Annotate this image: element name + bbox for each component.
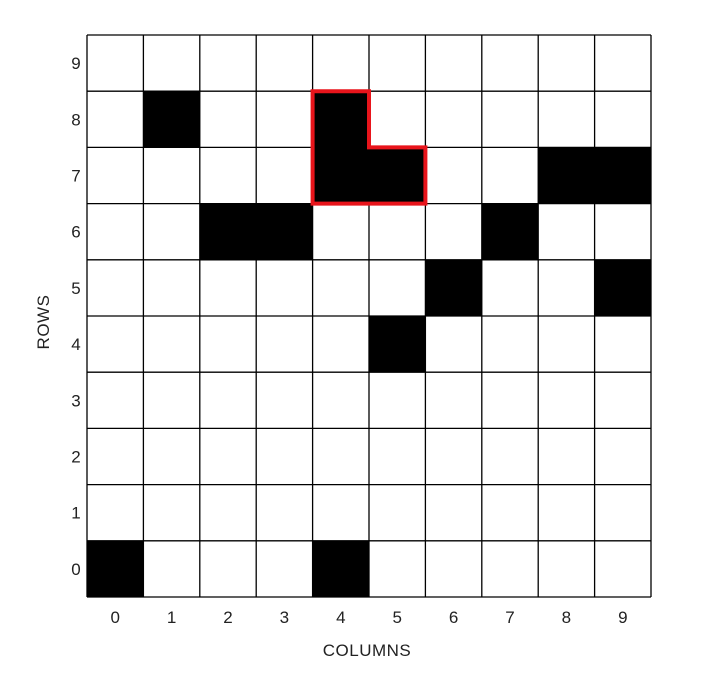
filled-cell-c0-r0 (87, 540, 144, 597)
filled-cell-c7-r6 (481, 203, 539, 260)
grid-lines (86, 34, 652, 598)
column-tick-label: 5 (392, 608, 401, 627)
column-tick-label: 4 (336, 608, 345, 627)
row-tick-label: 4 (71, 335, 80, 354)
column-tick-label: 3 (280, 608, 289, 627)
x-axis-title: COLUMNS (323, 641, 412, 660)
filled-cell-c4-r8 (312, 91, 369, 148)
filled-cell-c2-r6 (199, 203, 257, 260)
column-tick-label: 0 (110, 608, 119, 627)
filled-cell-c1-r8 (143, 91, 200, 148)
row-tick-label: 7 (71, 167, 80, 186)
filled-cell-c8-r7 (538, 147, 595, 204)
row-tick-label: 8 (71, 110, 80, 129)
column-tick-labels: 0 1 2 3 4 5 6 7 8 9 (110, 608, 627, 627)
filled-cell-c9-r7 (594, 147, 651, 204)
row-tick-label: 5 (71, 279, 80, 298)
column-tick-label: 9 (618, 608, 627, 627)
column-tick-label: 6 (449, 608, 458, 627)
column-tick-label: 7 (505, 608, 514, 627)
column-tick-label: 8 (562, 608, 571, 627)
filled-cell-c5-r7 (369, 147, 426, 204)
row-tick-labels: 0 1 2 3 4 5 6 7 8 9 (71, 54, 80, 579)
filled-cell-c6-r5 (425, 259, 482, 316)
row-tick-label: 1 (71, 504, 80, 523)
row-tick-label: 3 (71, 391, 80, 410)
filled-cell-c4-r7 (312, 147, 369, 204)
filled-cell-c5-r4 (369, 316, 426, 373)
row-tick-label: 0 (71, 560, 80, 579)
filled-cell-c9-r5 (594, 259, 651, 316)
row-tick-label: 6 (71, 223, 80, 242)
column-tick-label: 2 (223, 608, 232, 627)
column-tick-label: 1 (167, 608, 176, 627)
filled-cell-c3-r6 (256, 203, 313, 260)
filled-cell-c4-r0 (312, 540, 369, 597)
row-tick-label: 9 (71, 54, 80, 73)
highlighted-shape-outline (310, 89, 428, 206)
y-axis-title: ROWS (34, 295, 53, 350)
row-tick-label: 2 (71, 448, 80, 467)
